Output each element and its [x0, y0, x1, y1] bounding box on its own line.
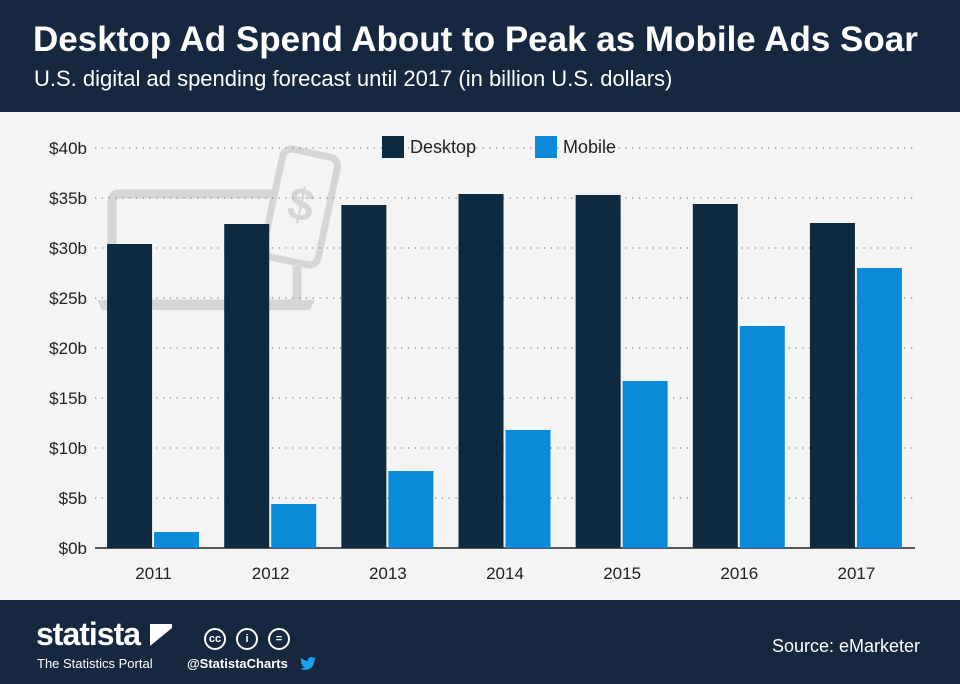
y-tick-label: $25b	[49, 289, 87, 308]
chart-title: Desktop Ad Spend About to Peak as Mobile…	[33, 20, 918, 59]
bar-desktop	[575, 195, 621, 548]
y-tick-label: $10b	[49, 439, 87, 458]
x-tick-label: 2013	[369, 564, 407, 583]
bar-desktop	[692, 204, 738, 548]
statista-logo[interactable]: statista	[36, 616, 141, 652]
y-tick-label: $40b	[49, 139, 87, 158]
chart-area: $ $0b $5b $10b $15b $20b $25b $30b $35b $40b 201…	[0, 112, 960, 600]
x-tick-label: 2014	[486, 564, 524, 583]
bar-mobile	[739, 326, 785, 548]
header-bar: Desktop Ad Spend About to Peak as Mobile…	[0, 0, 960, 112]
y-tick-label: $35b	[49, 189, 87, 208]
bar-mobile	[856, 268, 902, 548]
bars	[107, 194, 902, 548]
legend: Desktop Mobile	[382, 136, 616, 158]
bar-mobile	[622, 381, 668, 548]
y-tick-label: $5b	[59, 489, 87, 508]
x-tick-label: 2012	[252, 564, 290, 583]
footer-bar: statista The Statistics Portal cc i = @S…	[0, 600, 960, 684]
chart-subtitle: U.S. digital ad spending forecast until …	[34, 66, 673, 91]
attribution-icon[interactable]: i	[236, 628, 258, 650]
bar-mobile	[388, 471, 434, 548]
x-tick-label: 2017	[838, 564, 876, 583]
bar-mobile	[505, 430, 551, 548]
bar-desktop	[107, 244, 153, 548]
bar-desktop	[224, 224, 270, 548]
y-axis-ticks: $0b $5b $10b $15b $20b $25b $30b $35b $40b	[49, 139, 87, 558]
legend-label-desktop: Desktop	[410, 137, 476, 157]
grid-lines	[95, 147, 915, 549]
bar-mobile	[271, 504, 317, 548]
cc-license-icon[interactable]: cc	[204, 628, 226, 650]
bar-desktop	[809, 223, 855, 548]
twitter-handle[interactable]: @StatistaCharts	[187, 656, 288, 671]
y-tick-label: $20b	[49, 339, 87, 358]
legend-swatch-desktop	[382, 136, 404, 158]
portal-tagline: The Statistics Portal	[37, 656, 153, 671]
bar-chart: $ $0b $5b $10b $15b $20b $25b $30b $35b $40b 201…	[49, 136, 915, 583]
bar-desktop	[458, 194, 504, 548]
y-tick-label: $0b	[59, 539, 87, 558]
noderivs-icon[interactable]: =	[268, 628, 290, 650]
statista-logo-mark-icon	[150, 624, 172, 646]
legend-swatch-mobile	[535, 136, 557, 158]
bar-mobile	[154, 532, 200, 548]
y-tick-label: $15b	[49, 389, 87, 408]
source-text: Source: eMarketer	[771, 636, 920, 656]
legend-label-mobile: Mobile	[563, 137, 616, 157]
twitter-icon[interactable]	[300, 657, 316, 670]
phone-icon: $	[259, 145, 342, 269]
x-tick-label: 2015	[603, 564, 641, 583]
x-tick-label: 2016	[720, 564, 758, 583]
y-tick-label: $30b	[49, 239, 87, 258]
bar-desktop	[341, 205, 387, 548]
x-tick-label: 2011	[135, 564, 172, 583]
x-axis-ticks: 2011 2012 2013 2014 2015 2016 2017	[135, 564, 875, 583]
